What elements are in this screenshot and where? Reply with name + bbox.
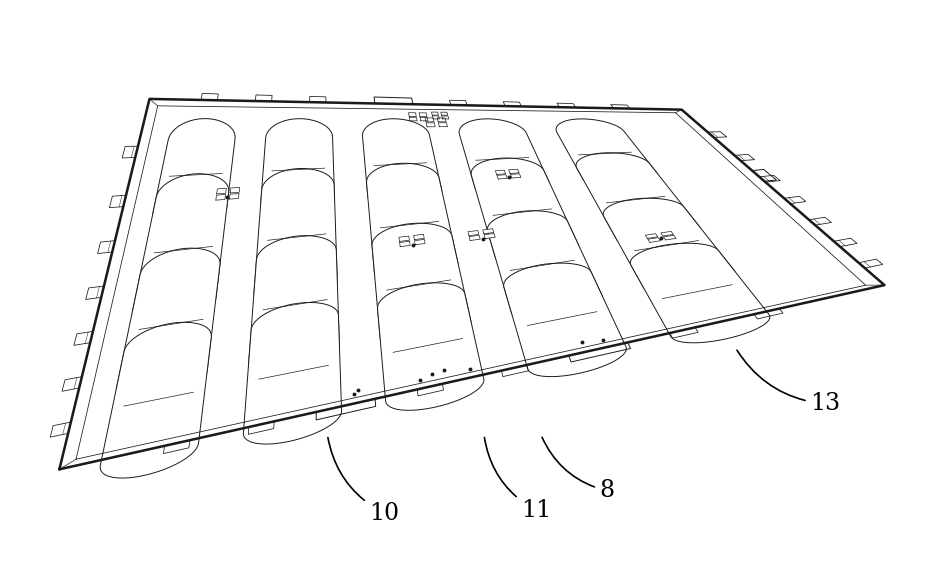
Polygon shape bbox=[483, 229, 493, 234]
Polygon shape bbox=[215, 195, 226, 200]
Polygon shape bbox=[216, 188, 226, 194]
Polygon shape bbox=[414, 234, 424, 240]
Polygon shape bbox=[132, 174, 229, 327]
Text: 10: 10 bbox=[328, 438, 400, 525]
Polygon shape bbox=[504, 263, 626, 376]
Polygon shape bbox=[378, 283, 484, 410]
Polygon shape bbox=[231, 187, 240, 193]
Polygon shape bbox=[471, 158, 579, 268]
Polygon shape bbox=[372, 223, 471, 348]
Polygon shape bbox=[576, 153, 701, 248]
Polygon shape bbox=[440, 112, 448, 115]
Polygon shape bbox=[426, 123, 436, 127]
Text: 11: 11 bbox=[484, 438, 551, 522]
Polygon shape bbox=[363, 119, 442, 210]
Polygon shape bbox=[604, 198, 735, 295]
Polygon shape bbox=[101, 322, 212, 478]
Polygon shape bbox=[511, 174, 521, 178]
Polygon shape bbox=[661, 231, 674, 236]
Polygon shape bbox=[438, 123, 448, 127]
Polygon shape bbox=[425, 118, 434, 122]
Polygon shape bbox=[415, 240, 425, 245]
Polygon shape bbox=[419, 113, 427, 116]
Polygon shape bbox=[432, 112, 438, 115]
Polygon shape bbox=[243, 302, 342, 444]
Polygon shape bbox=[437, 118, 446, 122]
Polygon shape bbox=[408, 113, 417, 116]
Polygon shape bbox=[261, 119, 335, 220]
Text: 13: 13 bbox=[737, 350, 841, 415]
Polygon shape bbox=[469, 236, 480, 241]
Polygon shape bbox=[648, 238, 661, 242]
Text: 8: 8 bbox=[542, 438, 615, 502]
Polygon shape bbox=[409, 117, 418, 121]
Polygon shape bbox=[254, 168, 337, 307]
Polygon shape bbox=[459, 119, 549, 199]
Polygon shape bbox=[441, 116, 449, 119]
Polygon shape bbox=[116, 248, 220, 402]
Polygon shape bbox=[249, 236, 340, 375]
Polygon shape bbox=[400, 241, 410, 247]
Polygon shape bbox=[484, 233, 495, 238]
Polygon shape bbox=[663, 235, 676, 240]
Polygon shape bbox=[366, 163, 458, 287]
Polygon shape bbox=[556, 119, 658, 188]
Polygon shape bbox=[433, 116, 439, 119]
Polygon shape bbox=[509, 169, 519, 173]
Polygon shape bbox=[645, 234, 658, 238]
Polygon shape bbox=[488, 211, 603, 322]
Polygon shape bbox=[230, 194, 239, 199]
Polygon shape bbox=[630, 243, 770, 343]
Polygon shape bbox=[468, 231, 479, 236]
Polygon shape bbox=[497, 174, 508, 179]
Polygon shape bbox=[495, 170, 506, 174]
Polygon shape bbox=[399, 236, 409, 241]
Polygon shape bbox=[153, 119, 235, 232]
Polygon shape bbox=[420, 117, 428, 121]
